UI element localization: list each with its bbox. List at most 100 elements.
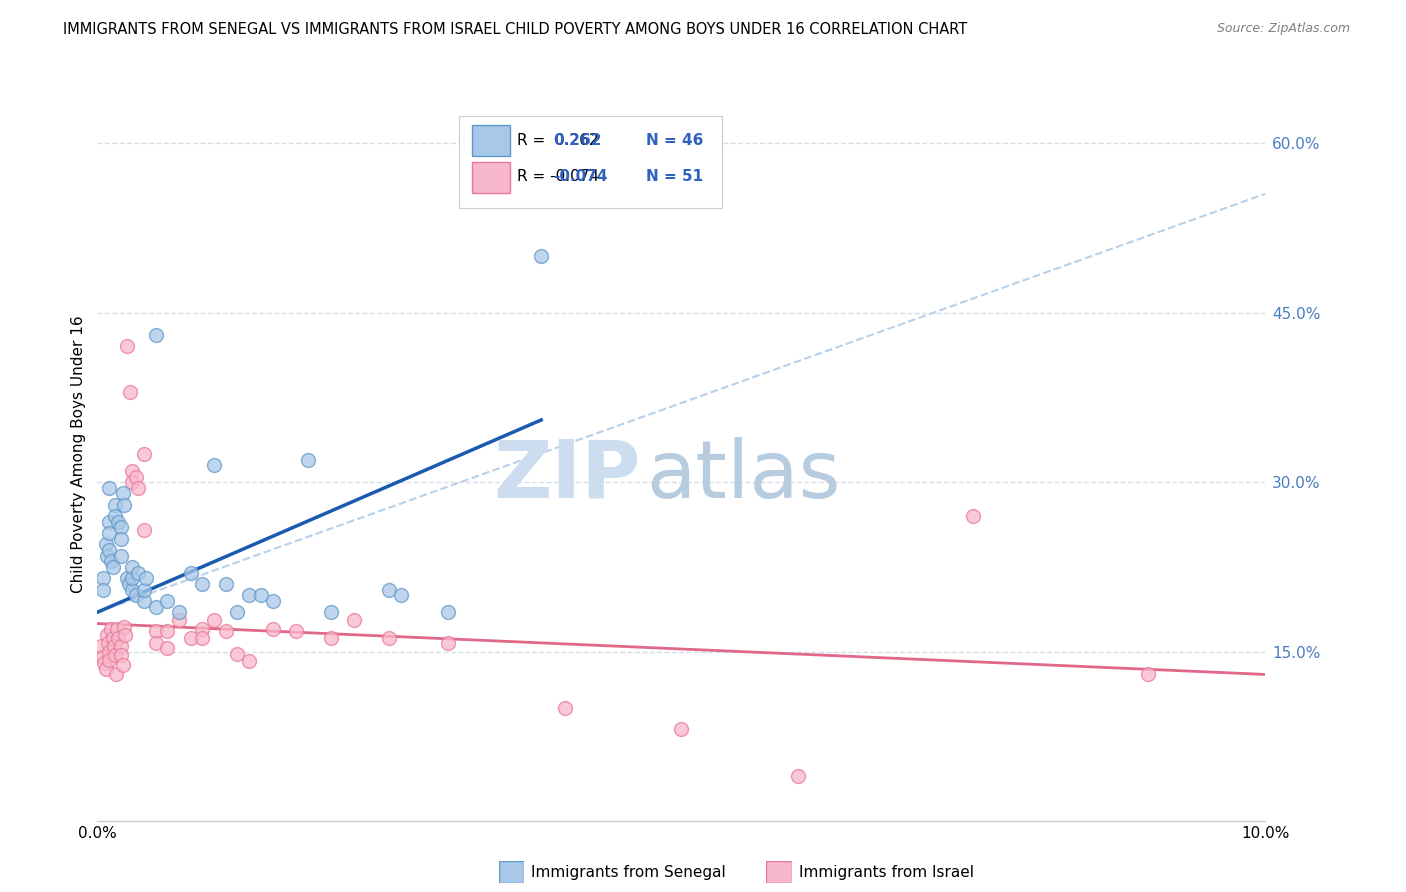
Point (191, 577, 214, 591)
Point (121, 475, 143, 490)
Point (132, 594, 155, 608)
Point (110, 639, 132, 653)
Point (156, 624, 179, 639)
Point (104, 648, 127, 663)
Point (530, 249, 553, 263)
Point (319, 632, 342, 646)
Point (91, 582, 114, 597)
Text: ZIP: ZIP (494, 437, 640, 515)
Point (145, 636, 167, 650)
Point (250, 588, 273, 602)
Point (94, 537, 117, 551)
Point (105, 622, 128, 636)
Point (145, 599, 167, 614)
Point (98, 515, 121, 529)
Point (262, 622, 284, 636)
Point (112, 486, 135, 500)
Point (121, 560, 143, 574)
Text: R = -0.074: R = -0.074 (516, 169, 599, 185)
Point (787, 769, 810, 783)
Point (115, 339, 138, 353)
Point (98, 526, 121, 541)
Point (110, 648, 132, 663)
Point (104, 498, 127, 512)
Point (104, 509, 127, 524)
Point (554, 701, 576, 715)
Point (121, 582, 143, 597)
Point (191, 632, 214, 646)
Point (118, 577, 141, 591)
Point (112, 498, 135, 512)
Point (93, 656, 115, 670)
Point (238, 654, 260, 668)
Text: atlas: atlas (647, 437, 841, 515)
Point (132, 447, 155, 461)
Point (101, 560, 124, 574)
Point (135, 571, 157, 585)
Point (98, 653, 121, 667)
Text: Immigrants from Senegal: Immigrants from Senegal (531, 865, 727, 880)
Point (180, 632, 202, 646)
Point (226, 647, 249, 661)
Point (125, 469, 148, 483)
Point (91, 571, 114, 585)
Point (96, 549, 118, 563)
Point (191, 622, 214, 636)
Point (103, 639, 125, 653)
Point (180, 566, 202, 580)
Point (97, 636, 120, 650)
Text: 0.262: 0.262 (553, 133, 602, 147)
Point (297, 452, 319, 467)
Point (91, 650, 114, 665)
Y-axis label: Child Poverty Among Boys Under 16: Child Poverty Among Boys Under 16 (72, 315, 86, 592)
Point (145, 624, 167, 639)
Point (145, 328, 167, 343)
Point (118, 384, 141, 399)
Point (100, 554, 122, 568)
Point (98, 543, 121, 558)
Point (127, 566, 149, 580)
Point (238, 588, 260, 602)
Point (115, 571, 138, 585)
Text: Source: ZipAtlas.com: Source: ZipAtlas.com (1216, 22, 1350, 36)
Text: R =  0.262: R = 0.262 (516, 133, 598, 147)
Point (121, 571, 143, 585)
Point (202, 458, 225, 473)
Point (121, 464, 143, 478)
Point (378, 582, 401, 597)
Point (90, 639, 112, 653)
Point (156, 594, 179, 608)
FancyBboxPatch shape (472, 162, 509, 193)
Text: -0.074: -0.074 (553, 169, 607, 185)
Point (378, 632, 401, 646)
Point (127, 481, 149, 495)
Point (132, 523, 155, 537)
Point (167, 613, 190, 627)
Point (98, 481, 121, 495)
Point (112, 658, 135, 673)
Point (284, 624, 307, 639)
Point (96, 628, 118, 642)
Point (114, 628, 136, 642)
Point (389, 588, 412, 602)
Point (1137, 667, 1160, 681)
Point (107, 632, 129, 646)
FancyBboxPatch shape (460, 116, 723, 208)
Point (132, 582, 155, 597)
Text: N = 51: N = 51 (647, 169, 703, 185)
Point (107, 515, 129, 529)
Point (319, 605, 342, 619)
Point (436, 605, 458, 619)
Point (105, 667, 128, 681)
Text: Immigrants from Israel: Immigrants from Israel (799, 865, 973, 880)
Point (215, 577, 238, 591)
Point (125, 588, 148, 602)
Point (215, 624, 238, 639)
Point (112, 620, 135, 634)
Point (262, 594, 284, 608)
Point (110, 532, 132, 546)
Point (156, 641, 179, 656)
Point (101, 632, 124, 646)
Point (100, 622, 122, 636)
Point (436, 636, 458, 650)
